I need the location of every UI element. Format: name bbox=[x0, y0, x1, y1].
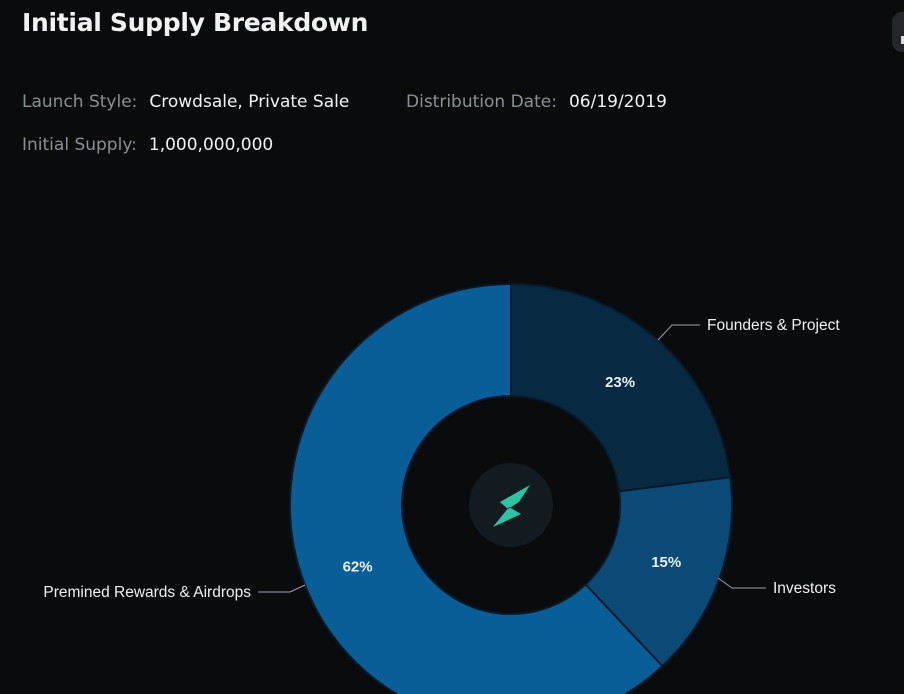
leader-line bbox=[258, 584, 306, 593]
slice-founders-project[interactable] bbox=[510, 282, 732, 493]
initial-supply: Initial Supply: 1,000,000,000 bbox=[22, 135, 273, 155]
initial-supply-label: Initial Supply: bbox=[22, 135, 137, 155]
launch-style-label: Launch Style: bbox=[22, 92, 138, 112]
slice-name-label: Premined Rewards & Airdrops bbox=[43, 584, 251, 601]
launch-style: Launch Style: Crowdsale, Private Sale bbox=[22, 92, 349, 112]
lightning-logo-icon bbox=[493, 485, 530, 527]
slice-percent-label: 15% bbox=[651, 554, 681, 571]
page-title: Initial Supply Breakdown bbox=[22, 8, 369, 37]
slice-percent-label: 62% bbox=[343, 559, 373, 576]
distribution-date: Distribution Date: 06/19/2019 bbox=[406, 92, 667, 112]
distribution-date-label: Distribution Date: bbox=[406, 92, 557, 112]
slice-name-label: Founders & Project bbox=[707, 317, 840, 334]
side-panel-toggle-button[interactable] bbox=[892, 12, 904, 52]
slice-premined-rewards-airdrops[interactable] bbox=[289, 282, 664, 694]
slice-percent-label: 23% bbox=[605, 374, 635, 391]
launch-style-value: Crowdsale, Private Sale bbox=[149, 92, 350, 112]
initial-supply-value: 1,000,000,000 bbox=[148, 135, 274, 155]
slice-investors[interactable] bbox=[584, 476, 733, 668]
leader-line bbox=[657, 324, 700, 341]
distribution-date-value: 06/19/2019 bbox=[568, 92, 667, 112]
leader-line bbox=[717, 577, 766, 589]
slice-name-label: Investors bbox=[773, 580, 836, 597]
toggle-icon bbox=[901, 36, 904, 44]
